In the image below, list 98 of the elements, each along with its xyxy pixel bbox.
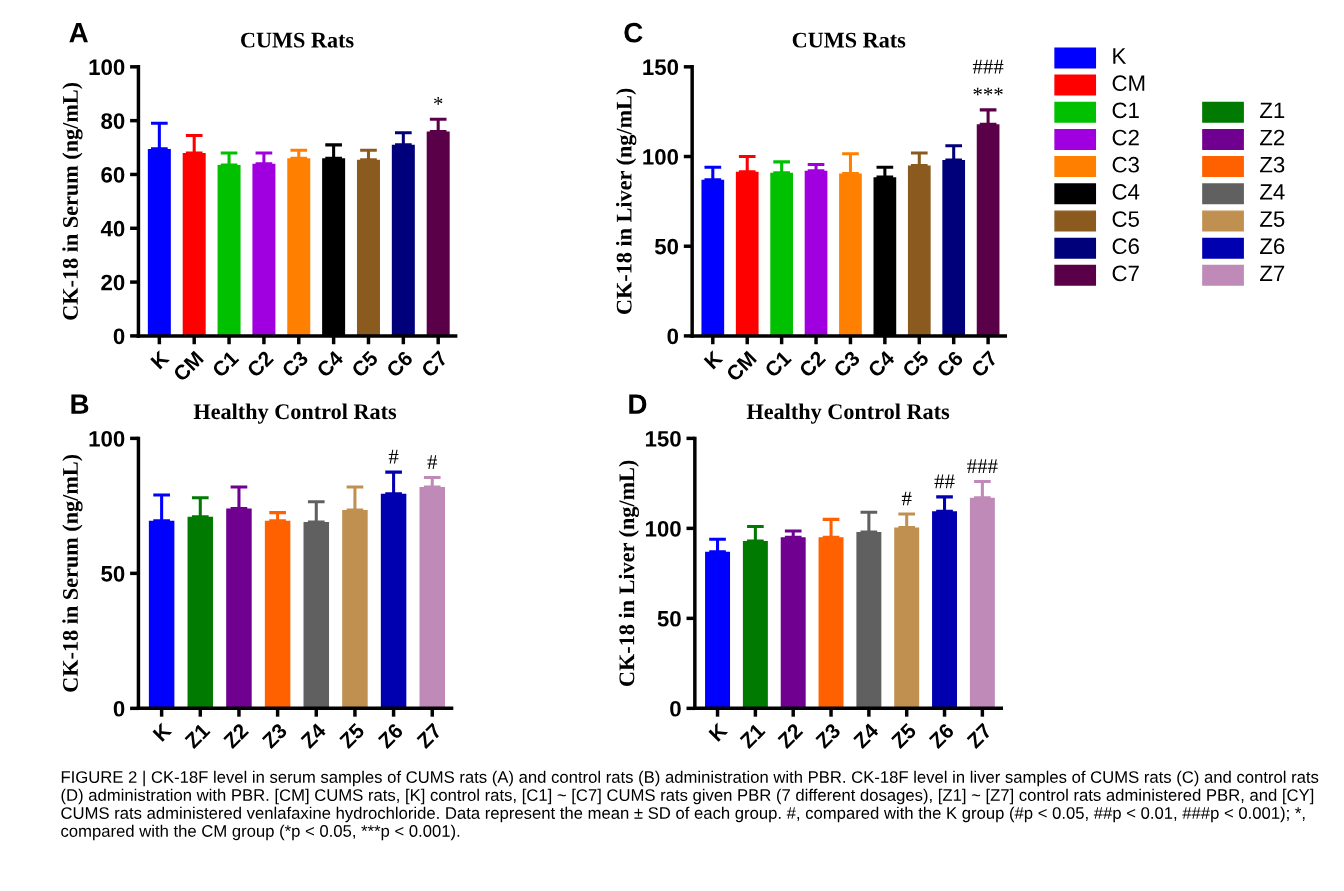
y-tick-label: 100 [645,520,681,537]
category-label: Z3 [1260,156,1285,173]
x-tick-label: C2 [798,350,827,379]
category-label: CM [1112,75,1145,92]
y-axis-title: CK-18 in Serum (ng/mL) [62,82,83,320]
annotation: ### [967,459,998,473]
x-tick-label: C4 [315,349,345,379]
x-tick-label: Z3 [261,722,288,750]
text: C [624,22,643,43]
caption: FIGURE 2 | CK-18F level in serum samples of CUMS rats (A) and control rats (B) administration with PBR. CK-18F level in liver samples of CUMS rats (C) and control rats (D) administration with PBR. [CM] CUMS rats, [K] control rats, [C1] ~ [C7] CUMS rats given PBR (7 different dosages), [Z1] ~ [Z7] control rats administered PBR, and [CY] CUMS rats administered venlafaxine hydrochloride. Data represent the mean ± SD of each group. #, compared with the K group (#p < 0.05, ##p < 0.01, ###p < 0.001); *, compared with the CM group (*p < 0.05, ***p < 0.001). [61,770,1319,841]
category-label: C4 [1112,184,1140,200]
bar [780,537,806,709]
category-label: C3 [1112,156,1139,173]
x-tick-label: C5 [901,349,930,379]
x-tick-label: Z1 [184,722,211,749]
bar [856,531,882,709]
x-tick-label: C3 [832,350,861,379]
x-tick-label: K [152,722,173,742]
bar [969,497,995,709]
x-tick-label: K [150,349,170,370]
x-tick-label: C7 [970,350,999,379]
category-label: C7 [1112,265,1139,282]
category-label: Z4 [1260,184,1285,200]
y-tick-label: 50 [101,565,125,582]
x-tick-label: Z2 [776,722,804,749]
y-tick-label: 20 [101,274,125,291]
y-tick-label: 0 [113,328,125,345]
x-tick-label: Z6 [928,722,955,750]
category-label: C5 [1112,211,1139,227]
category-label: Z6 [1260,238,1285,255]
x-tick-label: Z7 [966,722,993,749]
x-tick-label: Z5 [890,722,918,750]
x-tick-label: K [708,722,729,742]
chart-title: CUMS Rats [792,32,906,48]
y-tick-label: 0 [670,700,681,717]
x-tick-label: Z4 [852,722,880,749]
x-tick-label: C2 [246,350,275,379]
x-tick-label: C6 [385,350,414,379]
category-label: C1 [1112,102,1139,119]
bar [705,551,731,709]
y-tick-label: 50 [657,610,681,627]
chart-title: CUMS Rats [241,32,354,48]
y-tick-label: 0 [667,328,679,345]
bar [839,173,862,336]
x-tick-label: Z2 [222,722,250,749]
y-tick-label: 50 [654,238,679,255]
x-tick-label: C5 [350,349,379,379]
annotation: # [901,491,912,506]
chart-title: Healthy Control Rats [746,403,950,424]
annotation: ### [972,59,1004,74]
x-tick-label: C7 [420,350,449,379]
x-tick-label: C4 [867,349,896,379]
category-label: K [1113,48,1127,64]
x-tick-label: CM [172,350,205,383]
x-tick-label: C1 [763,349,793,379]
category-label: Z2 [1260,129,1285,146]
y-tick-label: 80 [101,113,125,129]
annotation: * [434,97,443,105]
x-tick-label: C6 [935,350,964,379]
x-tick-label: C3 [280,350,310,379]
y-tick-label: 100 [89,430,125,447]
x-tick-label: Z4 [300,722,327,749]
x-tick-label: Z1 [739,722,766,749]
x-tick-label: C1 [211,349,240,379]
x-tick-label: K [703,349,724,370]
category-label: Z7 [1260,265,1285,282]
bar [735,171,759,336]
y-tick-label: 0 [113,700,125,717]
text: D [629,394,647,414]
text: A [69,23,88,43]
y-tick-label: 40 [100,220,125,237]
x-tick-label: CM [725,350,758,383]
bar [804,170,828,336]
y-tick-label: 150 [643,59,679,76]
annotation: *** [973,87,1003,96]
y-axis-title: CK-18 in Liver (ng/mL) [616,88,637,314]
category-label: Z1 [1260,102,1285,119]
x-tick-label: Z5 [338,722,366,750]
annotation: ## [934,474,955,489]
y-tick-label: 60 [101,166,125,183]
bar [770,172,793,336]
annotation: # [427,455,438,469]
y-tick-label: 100 [643,149,679,165]
y-axis-title: CK-18 in Liver (ng/mL) [618,460,640,686]
text: B [71,394,89,414]
y-tick-label: 100 [89,59,125,76]
bar [701,179,725,336]
y-tick-label: 150 [645,430,681,447]
x-tick-label: Z7 [416,722,443,749]
annotation: # [388,449,399,464]
x-tick-label: Z3 [814,722,842,750]
chart-title: Healthy Control Rats [193,403,397,424]
category-label: C6 [1112,238,1139,255]
category-label: Z5 [1260,211,1285,227]
category-label: C2 [1112,129,1139,146]
x-tick-label: Z6 [377,722,404,750]
y-axis-title: CK-18 in Serum (ng/mL) [62,454,83,692]
bar [742,540,768,709]
